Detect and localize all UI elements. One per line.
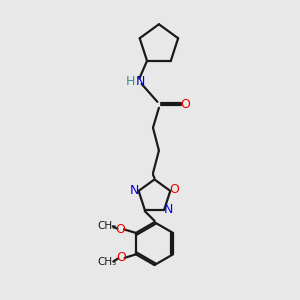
Text: N: N bbox=[136, 75, 145, 88]
Text: N: N bbox=[130, 184, 139, 197]
Text: CH₃: CH₃ bbox=[98, 257, 117, 267]
Text: O: O bbox=[180, 98, 190, 111]
Text: N: N bbox=[164, 203, 173, 216]
Text: O: O bbox=[116, 251, 126, 264]
Text: CH₃: CH₃ bbox=[97, 221, 116, 231]
Text: O: O bbox=[116, 223, 125, 236]
Text: O: O bbox=[169, 183, 179, 196]
Text: H: H bbox=[126, 75, 135, 88]
